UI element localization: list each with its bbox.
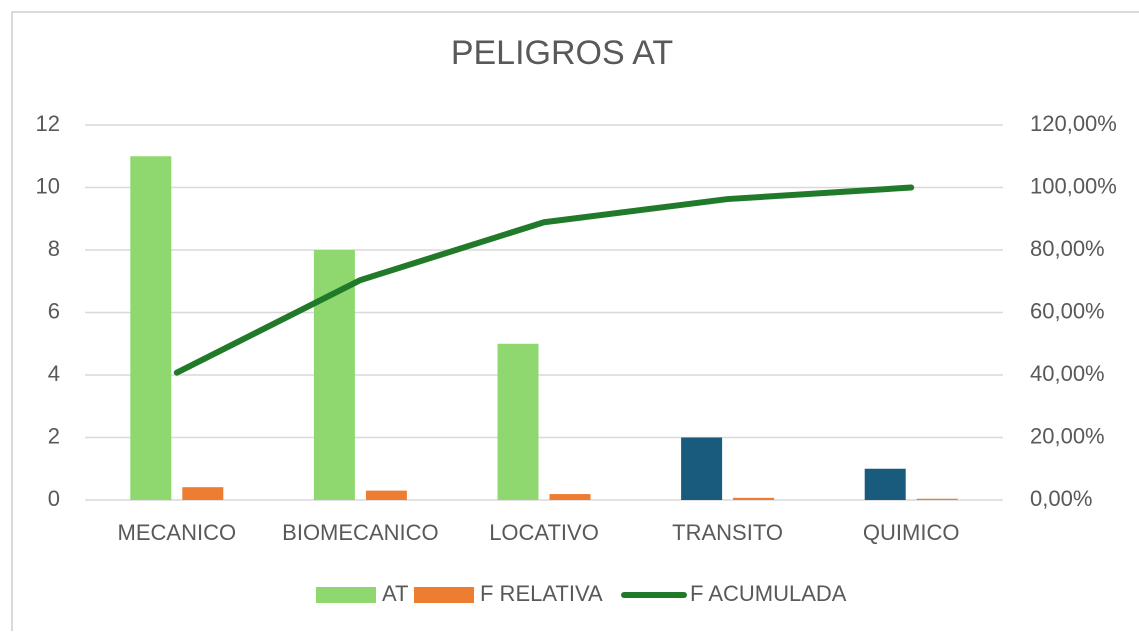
bar	[130, 156, 172, 500]
legend-swatch	[414, 587, 474, 603]
bar	[549, 494, 591, 500]
line-series	[173, 184, 915, 376]
chart-border	[11, 11, 1139, 636]
y2-tick-label: 60,00%	[1030, 298, 1105, 323]
bar	[733, 497, 775, 500]
x-tick-label: QUIMICO	[863, 520, 960, 545]
x-tick-label: LOCATIVO	[489, 520, 599, 545]
chart-title: PELIGROS AT	[451, 34, 673, 72]
x-tick-label: TRANSITO	[672, 520, 783, 545]
y2-tick-label: 120,00%	[1030, 111, 1117, 136]
legend-label: F RELATIVA	[480, 581, 603, 606]
y2-tick-label: 20,00%	[1030, 423, 1105, 448]
y2-tick-label: 40,00%	[1030, 361, 1105, 386]
legend-label: AT	[382, 581, 408, 606]
x-tick-label: MECANICO	[118, 520, 237, 545]
bar	[365, 490, 407, 500]
x-tick-label: BIOMECANICO	[282, 520, 438, 545]
bar	[916, 498, 958, 500]
bar	[681, 437, 723, 500]
y-tick-label: 2	[48, 423, 60, 448]
bar	[182, 487, 224, 500]
legend-label: F ACUMULADA	[690, 581, 847, 606]
bar	[497, 343, 539, 500]
y-tick-label: 10	[36, 173, 60, 198]
y-tick-label: 6	[48, 298, 60, 323]
y-tick-label: 8	[48, 236, 60, 261]
legend-swatch	[316, 587, 376, 603]
y2-tick-label: 0,00%	[1030, 486, 1092, 511]
y2-tick-label: 80,00%	[1030, 236, 1105, 261]
y-tick-label: 4	[48, 361, 60, 386]
y-tick-label: 0	[48, 486, 60, 511]
bar	[864, 468, 906, 500]
y2-tick-label: 100,00%	[1030, 173, 1117, 198]
y-tick-label: 12	[36, 111, 60, 136]
